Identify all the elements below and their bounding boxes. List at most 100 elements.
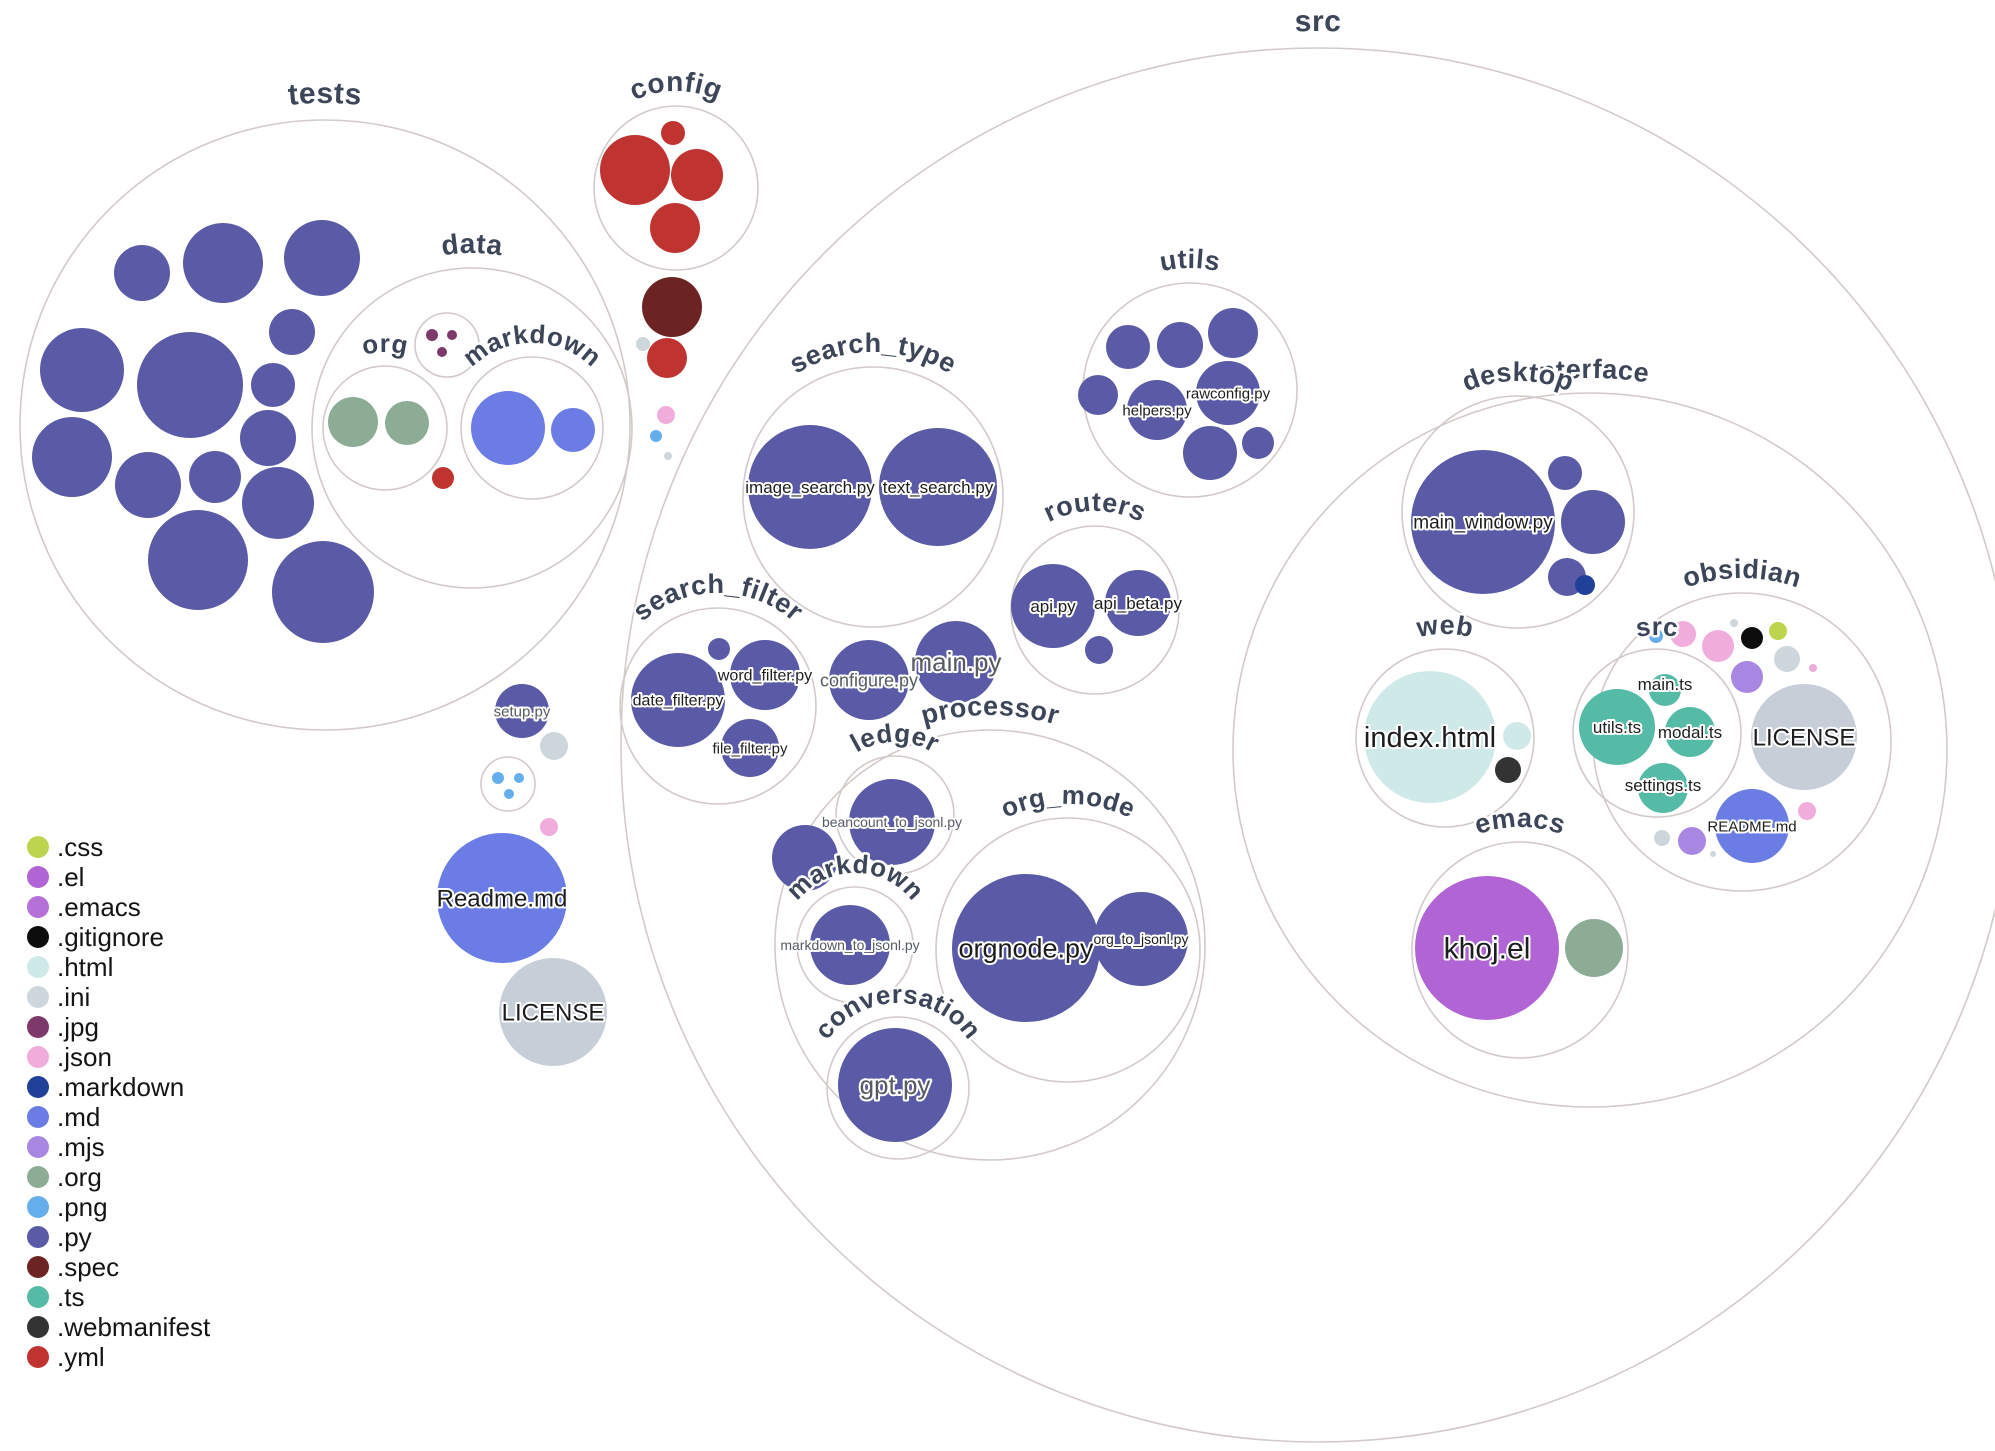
- legend-label-.el: .el: [57, 862, 84, 892]
- dir-label-utils-9: utils: [1157, 244, 1222, 277]
- file-circle-py-66: [1548, 456, 1582, 490]
- file-circle-beancount_to_jsonl.py-60: [849, 779, 935, 865]
- file-circle-index.html-69: [1364, 671, 1496, 803]
- dir-circles: [19, 47, 1995, 1443]
- legend-item-.ts: .ts: [27, 1282, 84, 1312]
- file-label-api_beta.py: api_beta.py: [1094, 594, 1182, 613]
- dir-label-src-21: src: [1634, 611, 1680, 643]
- file-circle-rawconfig.py-49: [1196, 361, 1260, 425]
- legend-label-.json: .json: [57, 1042, 112, 1072]
- legend-swatch-.ini: [27, 986, 49, 1008]
- legend-item-.markdown: .markdown: [27, 1072, 184, 1102]
- dir-circle-markdown-4: [460, 356, 604, 500]
- legend-item-.ini: .ini: [27, 982, 90, 1012]
- legend-swatch-.org: [27, 1166, 49, 1188]
- file-circle-ini-79: [1774, 646, 1800, 672]
- file-label-markdown_to_jsonl.py: markdown_to_jsonl.py: [780, 937, 919, 953]
- file-circle-json-75: [1702, 630, 1734, 662]
- file-circle-ini-85: [1654, 830, 1670, 846]
- file-label-text_search.py: text_search.py: [883, 478, 994, 497]
- legend-label-.emacs: .emacs: [57, 892, 141, 922]
- legend-item-.gitignore: .gitignore: [27, 922, 164, 952]
- legend-item-.html: .html: [27, 952, 113, 982]
- file-circle-yml-16: [671, 149, 723, 201]
- legend-item-.yml: .yml: [27, 1342, 105, 1372]
- legend-swatch-.mjs: [27, 1136, 49, 1158]
- file-label-modal.ts: modal.ts: [1658, 723, 1722, 742]
- file-circle-setup.py-32: [495, 684, 549, 738]
- file-circle-py-13: [272, 541, 374, 643]
- dir-circle-interface-17: [1232, 392, 1948, 1108]
- file-circle-json-74: [1670, 621, 1696, 647]
- file-circle-py-11: [242, 467, 314, 539]
- file-circle-html-70: [1503, 722, 1531, 750]
- legend-item-.css: .css: [27, 832, 103, 862]
- dir-circle-web-19: [1355, 648, 1535, 828]
- file-circle-settings.ts-91: [1638, 763, 1688, 813]
- file-circle-py-12: [148, 510, 248, 610]
- legend-item-.mjs: .mjs: [27, 1132, 105, 1162]
- file-circle-ini-33: [540, 732, 568, 760]
- legend-swatch-.gitignore: [27, 926, 49, 948]
- dir-label-web-19: web: [1414, 610, 1476, 643]
- dir-circle-search_filter-11: [619, 607, 817, 805]
- dir-label-src-7: src: [1294, 5, 1341, 38]
- dir-circle-org-3: [322, 365, 448, 491]
- legend-swatch-.json: [27, 1046, 49, 1068]
- dir-label-search_type-8: search_type: [784, 328, 962, 379]
- file-circle-py-0: [114, 245, 170, 301]
- dir-label-interface-17: interface: [1529, 354, 1652, 388]
- file-circle-py-44: [1106, 325, 1150, 369]
- file-circle-md-29: [471, 391, 545, 465]
- legend-swatch-.html: [27, 956, 49, 978]
- file-circle-org-24: [328, 397, 378, 447]
- file-circle-jpg-26: [426, 329, 438, 341]
- legend-label-.py: .py: [57, 1222, 92, 1252]
- file-circle-markdown-72: [1575, 575, 1595, 595]
- legend-label-.webmanifest: .webmanifest: [57, 1312, 211, 1342]
- legend-item-.spec: .spec: [27, 1252, 119, 1282]
- dir-circle-config-1: [593, 105, 759, 271]
- file-circle-json-84: [1798, 802, 1816, 820]
- file-circle-org-25: [385, 401, 429, 445]
- file-circle-LICENSE-82: [1751, 684, 1857, 790]
- dir-circle-data-2: [311, 267, 633, 589]
- file-label-README.md: README.md: [1707, 818, 1796, 835]
- file-circle-main.ts-88: [1649, 674, 1681, 706]
- file-circle-png-22: [650, 430, 662, 442]
- legend-item-.py: .py: [27, 1222, 92, 1252]
- dir-circle-cluster-5: [414, 312, 480, 378]
- dir-label-emacs-22: emacs: [1471, 803, 1569, 840]
- legend-swatch-.el: [27, 866, 49, 888]
- legend-label-.gitignore: .gitignore: [57, 922, 164, 952]
- file-circle-khoj.el-92: [1415, 876, 1559, 1020]
- legend-label-.ini: .ini: [57, 982, 90, 1012]
- legend-item-.webmanifest: .webmanifest: [27, 1312, 211, 1342]
- file-label-khoj.el: khoj.el: [1444, 933, 1531, 966]
- file-label-orgnode.py: orgnode.py: [958, 933, 1094, 963]
- file-circle-README.md-83: [1715, 789, 1789, 863]
- legend-swatch-.css: [27, 836, 49, 858]
- legend-label-.ts: .ts: [57, 1282, 84, 1312]
- file-circle-py-1: [183, 223, 263, 303]
- file-circle-py-3: [269, 309, 315, 355]
- file-circle-ini-23: [664, 452, 672, 460]
- file-label-LICENSE: LICENSE: [1753, 724, 1856, 751]
- file-circle-json-80: [1809, 664, 1817, 672]
- file-circle-py-7: [240, 410, 296, 466]
- legend-swatch-.jpg: [27, 1016, 49, 1038]
- file-label-gpt.py: gpt.py: [860, 1070, 931, 1100]
- legend-swatch-.emacs: [27, 896, 49, 918]
- file-circle-css-78: [1769, 622, 1787, 640]
- file-circle-ini-87: [1710, 851, 1716, 857]
- file-circle-py-59: [772, 825, 838, 891]
- file-label-configure.py: configure.py: [820, 670, 918, 690]
- legend-item-.png: .png: [27, 1192, 108, 1222]
- legend-item-.el: .el: [27, 862, 84, 892]
- legend-label-.markdown: .markdown: [57, 1072, 184, 1102]
- file-label-org_to_jsonl.py: org_to_jsonl.py: [1094, 931, 1189, 947]
- file-circle-word_filter.py-56: [730, 640, 800, 710]
- file-label-helpers.py: helpers.py: [1122, 402, 1192, 419]
- file-circle-orgnode.py-62: [952, 874, 1100, 1022]
